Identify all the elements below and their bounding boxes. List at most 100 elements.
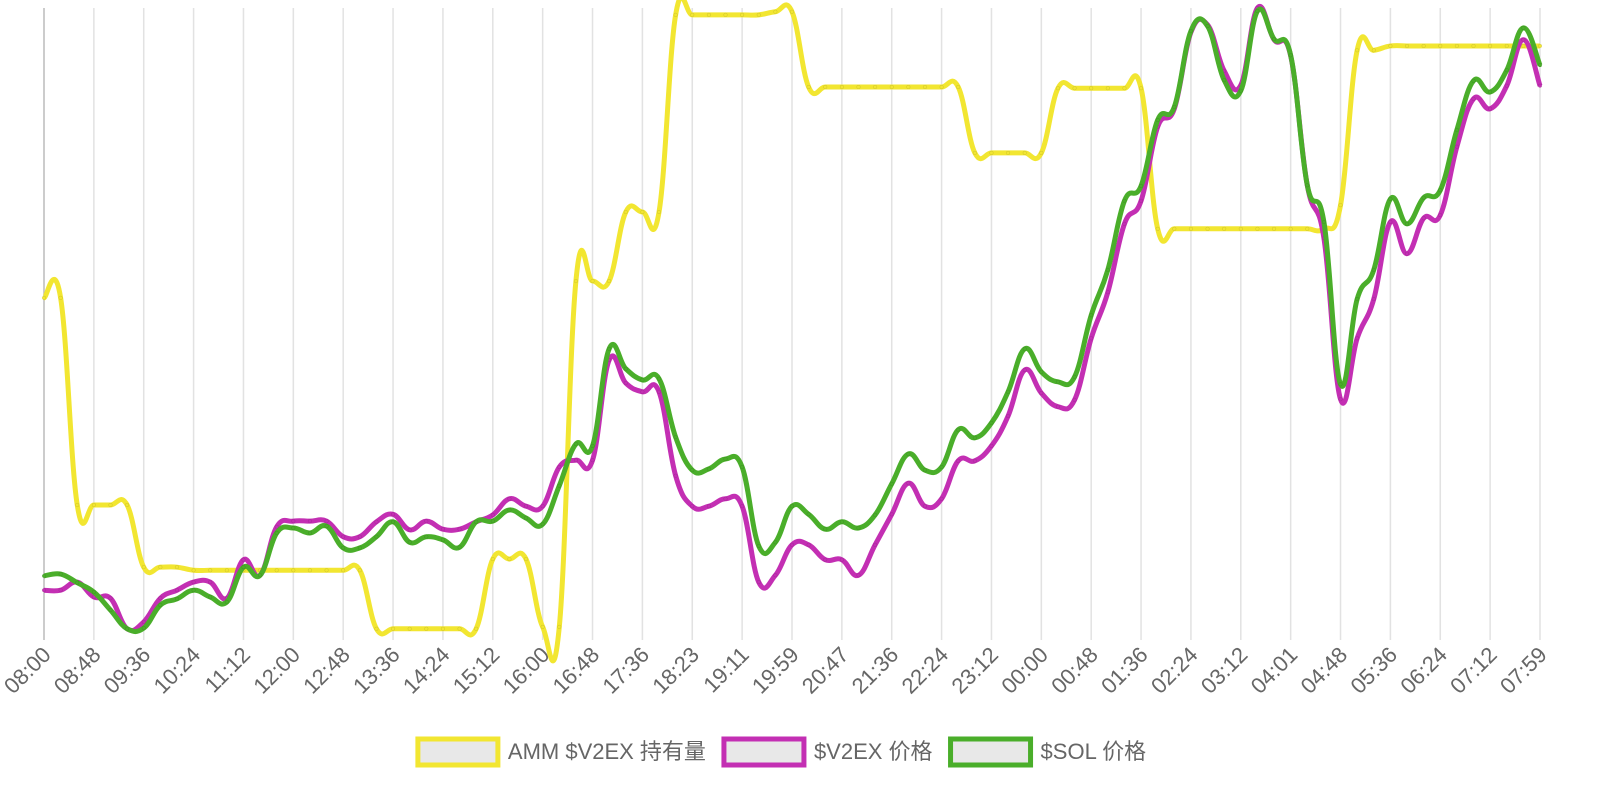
data-point	[191, 580, 196, 585]
data-point	[1172, 104, 1177, 109]
data-point	[1006, 413, 1011, 419]
data-point	[158, 596, 163, 601]
data-point	[1521, 37, 1526, 42]
data-point	[889, 84, 894, 90]
data-point	[241, 557, 246, 562]
data-point	[540, 624, 545, 629]
data-point	[291, 525, 296, 531]
data-point	[1255, 9, 1260, 14]
data-point	[1537, 83, 1543, 88]
data-point	[1388, 43, 1393, 48]
data-point	[1271, 226, 1277, 231]
data-point	[457, 545, 462, 550]
data-point	[1139, 183, 1144, 188]
data-point	[623, 381, 628, 386]
data-point	[1122, 86, 1127, 91]
data-point	[1072, 374, 1077, 379]
data-point	[673, 12, 678, 17]
data-point	[523, 515, 529, 521]
data-point	[607, 279, 612, 284]
data-point	[1188, 226, 1193, 231]
x-tick-label: 21:36	[847, 642, 904, 699]
data-point	[1055, 86, 1061, 91]
data-point	[1471, 78, 1476, 83]
data-point	[656, 376, 662, 381]
data-point	[1288, 226, 1293, 231]
data-point	[125, 502, 130, 508]
data-point	[1022, 150, 1027, 155]
data-point	[557, 624, 562, 629]
data-point	[158, 565, 163, 570]
data-point	[640, 209, 645, 215]
data-point	[208, 568, 213, 573]
data-point	[1055, 379, 1061, 384]
data-point	[1089, 336, 1094, 341]
data-point	[590, 458, 595, 463]
x-tick-label: 12:00	[248, 642, 305, 699]
x-tick-label: 00:00	[996, 642, 1053, 699]
data-point	[1105, 86, 1110, 91]
data-point	[673, 473, 678, 478]
data-point	[75, 580, 80, 585]
x-tick-label: 09:36	[99, 642, 156, 699]
data-point	[141, 626, 146, 631]
data-point	[789, 9, 795, 14]
legend-swatch	[721, 736, 807, 768]
data-point	[1288, 53, 1293, 58]
x-tick-label: 11:12	[200, 642, 255, 697]
data-point	[939, 496, 944, 501]
data-point	[357, 534, 362, 539]
data-point	[174, 565, 180, 570]
data-point	[1039, 390, 1044, 396]
data-point	[374, 519, 379, 524]
data-point	[174, 588, 180, 593]
data-point	[91, 502, 96, 508]
data-point	[191, 588, 196, 593]
x-tick-label: 15:12	[448, 642, 505, 699]
x-tick-label: 19:59	[747, 642, 804, 699]
x-tick-label: 06:24	[1395, 642, 1452, 699]
data-point	[989, 443, 994, 448]
data-point	[91, 590, 96, 595]
data-point	[789, 542, 795, 547]
data-point	[690, 504, 695, 509]
data-point	[1421, 216, 1426, 221]
data-point	[1488, 106, 1493, 111]
x-tick-label: 04:48	[1296, 642, 1353, 699]
data-point	[457, 626, 462, 631]
data-point	[740, 12, 745, 17]
data-point	[224, 568, 229, 573]
data-point	[523, 557, 529, 562]
data-point	[58, 571, 63, 577]
data-point	[873, 542, 878, 547]
x-tick-label: 16:00	[498, 642, 555, 699]
data-point	[474, 626, 479, 631]
data-point	[1537, 43, 1543, 48]
data-point	[1022, 367, 1027, 373]
data-point	[1421, 195, 1426, 200]
data-point	[956, 458, 961, 463]
data-point	[656, 209, 662, 215]
data-point	[1139, 198, 1144, 203]
data-point	[1438, 213, 1443, 218]
data-point	[656, 389, 662, 394]
data-point	[41, 588, 47, 593]
data-point	[1072, 86, 1077, 91]
data-point	[1504, 43, 1509, 48]
data-point	[806, 512, 811, 517]
data-point	[1321, 219, 1326, 225]
data-point	[1089, 86, 1094, 91]
data-point	[773, 573, 778, 578]
data-point	[706, 504, 711, 509]
data-point	[540, 504, 545, 509]
data-point	[1006, 389, 1011, 394]
data-point	[1438, 43, 1443, 48]
data-point	[507, 557, 512, 562]
data-point	[158, 603, 163, 608]
data-point	[1188, 28, 1193, 34]
data-point	[1305, 226, 1310, 231]
data-point	[573, 441, 578, 447]
x-tick-label: 02:24	[1146, 642, 1203, 699]
data-point	[1388, 219, 1393, 225]
